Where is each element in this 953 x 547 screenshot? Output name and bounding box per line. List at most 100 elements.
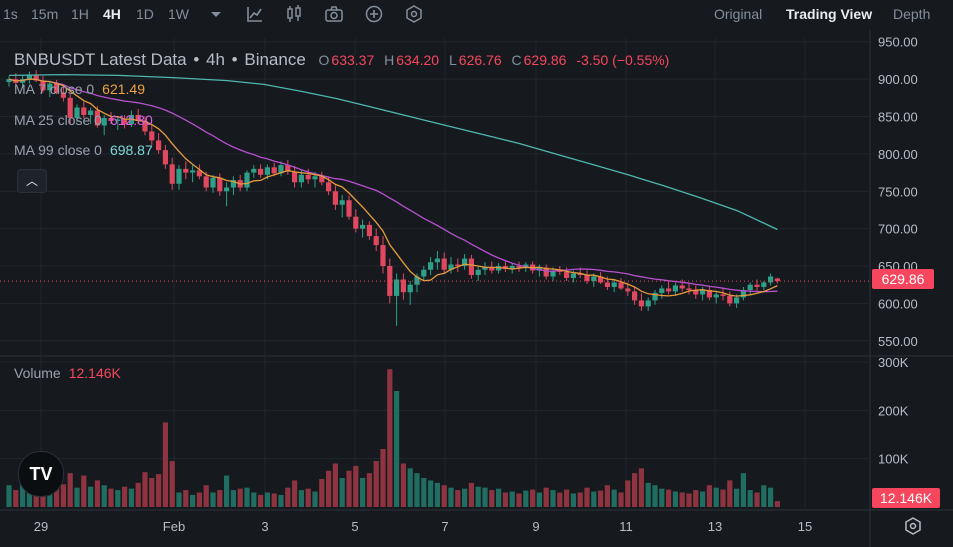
volume-bar (632, 473, 638, 507)
timeframe-4h[interactable]: 4H (103, 6, 121, 22)
open-value: 633.37 (331, 52, 375, 68)
volume-bar (142, 472, 148, 507)
view-original[interactable]: Original (714, 6, 763, 22)
ma99-line (8, 73, 778, 231)
chevron-down-icon[interactable] (206, 4, 226, 24)
candle-body (666, 288, 672, 292)
candle-body (591, 276, 597, 281)
volume-bar (169, 461, 175, 507)
candle-body (162, 150, 168, 165)
volume-bar (557, 492, 563, 507)
candle-body (645, 300, 651, 307)
view-depth[interactable]: Depth (893, 6, 931, 22)
candle-body (135, 115, 141, 121)
price-tick-label: 700.00 (878, 222, 918, 237)
candle-body (394, 279, 400, 296)
volume-bar (224, 475, 230, 507)
volume-bar (686, 493, 692, 507)
volume-bar (421, 478, 427, 507)
candle-body (727, 295, 733, 304)
add-indicator-icon[interactable] (364, 4, 384, 24)
candle-body (598, 276, 604, 283)
settings-hex-icon[interactable] (404, 4, 424, 24)
candle-body (339, 200, 345, 205)
volume-bar (54, 482, 60, 507)
symbol-name: BNBUSDT Latest Data (14, 50, 187, 69)
candle-body (380, 245, 386, 267)
tradingview-logo[interactable]: TV (18, 451, 64, 497)
candle-body (224, 187, 230, 192)
volume-label: Volume (14, 365, 61, 381)
view-trading-view[interactable]: Trading View (786, 6, 873, 22)
line-chart-icon[interactable] (245, 4, 265, 24)
volume-bar (550, 490, 556, 507)
candle-body (67, 97, 73, 118)
indicator-ma99[interactable]: MA 99 close 0 698.87 (14, 142, 153, 158)
camera-icon[interactable] (324, 4, 344, 24)
candle-body (475, 269, 481, 275)
volume-value: 12.146K (68, 365, 121, 381)
volume-bar (400, 463, 406, 507)
candle-body (258, 168, 264, 175)
volume-bar (292, 480, 298, 507)
volume-bar (203, 485, 209, 507)
timeframe-1s[interactable]: 1s (3, 6, 18, 22)
ma7-line (8, 78, 778, 297)
candle-body (577, 273, 583, 275)
candlestick-chart[interactable]: 550.00600.00650.00700.00750.00800.00850.… (0, 30, 953, 547)
candle-body (156, 140, 162, 151)
price-tick-label: 550.00 (878, 334, 918, 349)
candle-body (462, 258, 468, 267)
candle-body (305, 174, 311, 180)
volume-bar (768, 487, 774, 507)
volume-bar (196, 492, 202, 507)
volume-bar (700, 491, 706, 507)
indicator-ma7[interactable]: MA 7 close 0 621.49 (14, 81, 145, 97)
candle-body (74, 107, 80, 118)
indicator-ma99-label: MA 99 close 0 (14, 142, 102, 158)
candle-body (543, 267, 549, 277)
time-tick-label: 5 (351, 519, 358, 534)
timeframe-1h[interactable]: 1H (71, 6, 89, 22)
candle-body (360, 224, 366, 229)
volume-tick-label: 200K (878, 403, 909, 418)
candle-body (706, 289, 712, 298)
candle-body (149, 131, 155, 141)
volume-bar (652, 485, 658, 507)
indicator-ma25[interactable]: MA 25 close 0 612.80 (14, 112, 153, 128)
chart-settings-icon[interactable] (903, 516, 923, 536)
candle-body (768, 276, 774, 283)
candle-body (94, 110, 100, 126)
timeframe-15m[interactable]: 15m (31, 6, 59, 22)
volume-bar (706, 485, 712, 507)
volume-bar (659, 488, 665, 507)
timeframe-1w[interactable]: 1W (168, 6, 189, 22)
candle-body (88, 110, 94, 116)
candle-body (679, 285, 685, 289)
candle-body (196, 170, 202, 177)
candle-body (326, 182, 332, 192)
change-value: -3.50 (−0.55%) (576, 52, 670, 68)
volume-bar (271, 493, 277, 507)
candle-body (6, 79, 12, 83)
candle-body (115, 119, 121, 121)
candle-body (618, 282, 624, 289)
candle-body (176, 168, 182, 184)
volume-bar (26, 487, 32, 507)
volume-bar (380, 449, 386, 507)
low-value: 626.76 (458, 52, 502, 68)
candle-body (400, 279, 406, 293)
volume-bar (625, 480, 631, 507)
volume-bar (60, 484, 66, 507)
volume-bar (373, 461, 379, 507)
candle-body (672, 285, 678, 292)
candle-body (536, 267, 542, 271)
collapse-indicators-button[interactable]: ︿ (17, 169, 47, 193)
timeframe-1d[interactable]: 1D (136, 6, 154, 22)
volume-bar (428, 480, 434, 507)
volume-bar (81, 475, 87, 507)
candle-body (122, 119, 128, 124)
volume-bar (20, 481, 26, 507)
candle-body (693, 289, 699, 295)
candle-chart-icon[interactable] (284, 4, 304, 24)
